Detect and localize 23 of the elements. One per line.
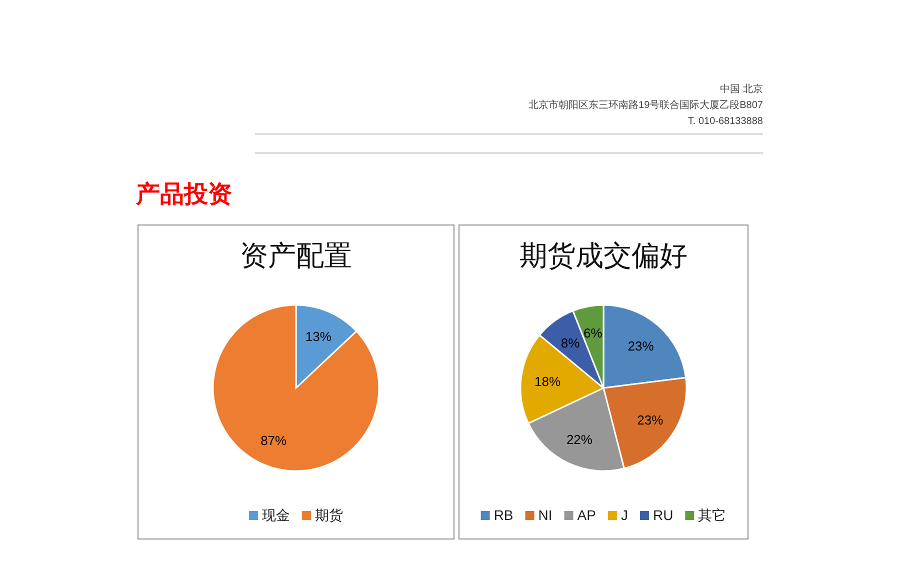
chart-title: 资产配置 — [240, 240, 352, 271]
legend-label: NI — [538, 507, 552, 523]
text: T. 010-68133888 — [688, 116, 764, 127]
legend-label: 其它 — [698, 507, 726, 523]
text: 产品投资 — [135, 181, 232, 208]
data-label: 18% — [534, 374, 561, 389]
data-label: 23% — [628, 338, 654, 354]
chart-title: 期货成交偏好 — [520, 240, 688, 271]
legend-label: J — [620, 507, 628, 523]
pie-slice — [212, 304, 380, 472]
data-label: 22% — [566, 432, 593, 448]
legend-label: 现金 — [262, 507, 290, 523]
legend-label: RU — [652, 507, 674, 523]
legend-label: RB — [494, 507, 514, 523]
text: 北京市朝阳区东三环南路19号联合国际大厦乙段B807 — [528, 99, 764, 111]
legend-label: 期货 — [315, 507, 343, 523]
text: 中国 北京 — [720, 83, 763, 95]
data-label: 87% — [260, 432, 288, 448]
data-label: 8% — [560, 335, 580, 350]
data-label: 13% — [305, 329, 332, 344]
legend-label: AP — [577, 507, 596, 523]
data-label: 23% — [637, 412, 664, 428]
data-label: 6% — [584, 326, 603, 341]
